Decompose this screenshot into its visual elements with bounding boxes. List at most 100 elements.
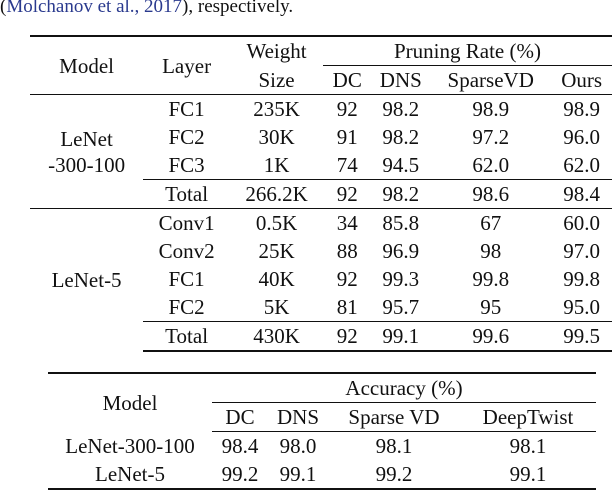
rate-cell: 60.0 bbox=[551, 208, 612, 237]
rate-cell: 34 bbox=[323, 208, 372, 237]
rate-cell: 88 bbox=[336, 239, 358, 263]
weight-size-cell: 1K bbox=[263, 153, 290, 177]
acc-model-cell: LeNet-5 bbox=[48, 460, 212, 490]
accuracy-rows: LeNet-300-100 98.4 98.0 98.1 98.1 LeNet-5 99.2… bbox=[48, 432, 596, 490]
table-row: Conv2 25K 88 96.9 98 97.0 bbox=[30, 237, 612, 265]
model-cell: LeNet-5 bbox=[30, 208, 144, 351]
accuracy-cell: 98.1 bbox=[375, 434, 413, 458]
header-layer: Layer bbox=[143, 35, 231, 95]
rate-cell: 91 bbox=[336, 125, 358, 149]
rate-cell: 98.4 bbox=[551, 179, 612, 209]
rate-cell: 96.9 bbox=[382, 239, 420, 263]
header-dc: DC bbox=[323, 65, 372, 95]
accuracy-cell: 99.1 bbox=[460, 460, 596, 490]
model-name: LeNet-5 bbox=[51, 268, 122, 292]
model-name: LeNet bbox=[60, 126, 113, 151]
table-row: FC2 30K 91 98.2 97.2 96.0 bbox=[30, 123, 612, 151]
header-dns: DNS bbox=[371, 65, 431, 95]
accuracy-cell: 98.1 bbox=[509, 434, 547, 458]
table-row: FC3 1K 74 94.5 62.0 62.0 bbox=[30, 151, 612, 180]
accuracy-cell: 99.2 bbox=[328, 460, 460, 490]
layer-cell: FC2 bbox=[168, 295, 205, 319]
intro-suffix: ), respectively. bbox=[182, 0, 294, 17]
acc-header-deeptwist: DeepTwist bbox=[460, 402, 596, 432]
rate-cell: 97.0 bbox=[563, 239, 601, 263]
header-sparsevd: SparseVD bbox=[430, 65, 552, 95]
table-row: FC2 5K 81 95.7 95 95.0 bbox=[30, 293, 612, 322]
model-cell: LeNet -300-100 bbox=[30, 94, 144, 209]
rate-cell: 95 bbox=[480, 295, 502, 319]
weight-size-cell: 30K bbox=[258, 125, 295, 149]
rate-cell: 98.2 bbox=[371, 179, 431, 209]
weight-size-cell: 5K bbox=[263, 295, 290, 319]
model-name-cont: -300-100 bbox=[48, 152, 126, 177]
rate-cell: 62.0 bbox=[563, 153, 601, 177]
accuracy-cell: 99.1 bbox=[268, 460, 328, 490]
rate-cell: 98.9 bbox=[430, 94, 552, 123]
accuracy-cell: 99.2 bbox=[212, 460, 268, 490]
header-ours: Ours bbox=[551, 65, 612, 95]
rate-cell: 98 bbox=[480, 239, 502, 263]
layer-cell: Conv2 bbox=[158, 239, 215, 263]
table-row: LeNet -300-100 FC1 235K 92 98.2 98.9 98.9 bbox=[30, 94, 612, 209]
rate-cell: 98.9 bbox=[551, 94, 612, 123]
accuracy-cell: 98.4 bbox=[221, 434, 259, 458]
table-row: Total 266.2K 92 98.2 98.6 98.4 bbox=[30, 179, 612, 209]
acc-header-dns: DNS bbox=[268, 402, 328, 432]
rate-cell: 92 bbox=[336, 267, 358, 291]
layer-cell: FC2 bbox=[168, 125, 205, 149]
acc-header-sparsevd: Sparse VD bbox=[328, 402, 460, 432]
acc-header-dc: DC bbox=[212, 402, 268, 432]
rate-cell: 99.5 bbox=[551, 321, 612, 352]
intro-text-line: (Molchanov et al., 2017), respectively. bbox=[0, 0, 293, 18]
rate-cell: 92 bbox=[323, 321, 372, 352]
rate-cell: 98.6 bbox=[430, 179, 552, 209]
table-row: LeNet-5 99.2 99.1 99.2 99.1 bbox=[48, 460, 596, 490]
rate-cell: 99.6 bbox=[430, 321, 552, 352]
header-model: Model bbox=[30, 35, 144, 95]
pruning-rate-table: Model Layer Weight Pruning Rate (%) Size… bbox=[30, 35, 612, 352]
rate-cell: 74 bbox=[336, 153, 358, 177]
lenet-5-group: LeNet-5 Conv1 0.5K 34 85.8 67 60.0 Conv2 25K 88 96… bbox=[30, 208, 612, 352]
layer-cell: FC3 bbox=[168, 153, 205, 177]
table-row: LeNet-5 Conv1 0.5K 34 85.8 67 60.0 bbox=[30, 208, 612, 351]
weight-size-cell: 235K bbox=[230, 94, 323, 123]
accuracy-table: Model Accuracy (%) DC DNS Sparse VD Deep… bbox=[48, 372, 596, 490]
rate-cell: 98.2 bbox=[382, 125, 420, 149]
table-row: Total 430K 92 99.1 99.6 99.5 bbox=[30, 321, 612, 352]
rate-cell: 95.7 bbox=[382, 295, 420, 319]
layer-cell: Total bbox=[143, 321, 231, 352]
rate-cell: 99.8 bbox=[472, 267, 510, 291]
acc-model-cell: LeNet-300-100 bbox=[65, 433, 195, 458]
layer-cell: Conv1 bbox=[143, 208, 231, 237]
acc-header-model: Model bbox=[48, 372, 212, 432]
layer-cell: Total bbox=[143, 179, 231, 209]
intro-prefix: ( bbox=[0, 0, 7, 17]
table-row: LeNet-300-100 98.4 98.0 98.1 98.1 bbox=[48, 432, 596, 461]
layer-cell: FC1 bbox=[168, 267, 205, 291]
rate-cell: 98.2 bbox=[371, 94, 431, 123]
citation-link[interactable]: Molchanov et al., 2017 bbox=[6, 0, 183, 17]
weight-size-cell: 40K bbox=[258, 267, 295, 291]
rate-cell: 94.5 bbox=[382, 153, 420, 177]
rate-cell: 99.8 bbox=[563, 267, 601, 291]
header-weight-size-2: Size bbox=[230, 65, 323, 95]
rate-cell: 99.3 bbox=[382, 267, 420, 291]
rate-cell: 95.0 bbox=[563, 295, 601, 319]
rate-cell: 85.8 bbox=[371, 208, 431, 237]
acc-header-accuracy: Accuracy (%) bbox=[212, 372, 596, 403]
rate-cell: 67 bbox=[430, 208, 552, 237]
header-weight-size: Weight bbox=[230, 35, 323, 66]
weight-size-cell: 266.2K bbox=[230, 179, 323, 209]
rate-cell: 99.1 bbox=[371, 321, 431, 352]
weight-size-cell: 0.5K bbox=[230, 208, 323, 237]
rate-cell: 81 bbox=[336, 295, 358, 319]
weight-size-cell: 430K bbox=[230, 321, 323, 352]
accuracy-cell: 98.0 bbox=[279, 434, 317, 458]
layer-cell: FC1 bbox=[143, 94, 231, 123]
rate-cell: 97.2 bbox=[472, 125, 510, 149]
rate-cell: 92 bbox=[323, 179, 372, 209]
rate-cell: 62.0 bbox=[472, 153, 510, 177]
table-row: FC1 40K 92 99.3 99.8 99.8 bbox=[30, 265, 612, 293]
lenet-300-100-group: LeNet -300-100 FC1 235K 92 98.2 98.9 98.9 FC2 30K… bbox=[30, 94, 612, 209]
